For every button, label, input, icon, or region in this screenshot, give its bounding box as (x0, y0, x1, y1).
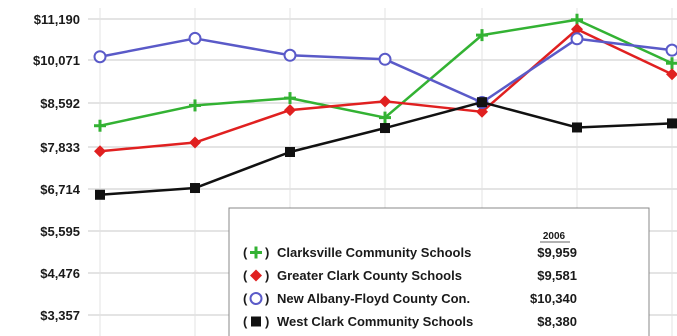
data-point (666, 68, 677, 81)
series-line (99, 37, 673, 104)
data-point (570, 32, 584, 46)
legend-value: $10,340 (530, 291, 577, 306)
data-point (284, 104, 296, 117)
legend-marker (249, 292, 263, 305)
legend-paren-open: ( (243, 268, 248, 283)
legend-value: $9,581 (537, 268, 577, 283)
legend-marker (251, 316, 261, 327)
series-3 (95, 97, 677, 200)
legend-value: $9,959 (537, 245, 577, 260)
data-point (665, 43, 677, 57)
legend-paren-close: ) (265, 268, 269, 283)
data-point (283, 48, 297, 62)
data-point (666, 57, 677, 70)
data-point (380, 123, 390, 134)
legend-box (228, 207, 650, 336)
legend-label: Clarksville Community Schools (277, 245, 471, 260)
legend-value: $8,380 (537, 314, 577, 329)
y-tick-label: $7,833 (40, 140, 80, 155)
legend-label: Greater Clark County Schools (277, 268, 462, 283)
legend-entry: () New Albany-Floyd County Con. $10,340 (243, 291, 577, 306)
legend-entry: () West Clark Community Schools $8,380 (243, 314, 577, 329)
series-1 (94, 23, 677, 158)
data-point (93, 50, 107, 64)
data-point (667, 118, 677, 129)
legend-paren-close: ) (265, 245, 269, 260)
data-point (285, 146, 295, 157)
data-point (477, 97, 487, 108)
data-point (571, 23, 583, 36)
data-point (189, 99, 201, 112)
data-point (378, 52, 392, 66)
y-tick-label: $10,071 (33, 53, 80, 68)
data-point (94, 119, 106, 132)
y-tick-label: $4,476 (40, 266, 80, 281)
legend-paren-open: ( (243, 245, 248, 260)
y-axis-tick-labels: $11,190 $10,071 $8,592 $7,833 $6,714 $5,595 $4… (33, 12, 81, 323)
series-lines (93, 13, 677, 200)
data-point (188, 31, 202, 45)
data-point (95, 189, 105, 200)
series-line (99, 18, 673, 127)
data-point (189, 136, 201, 149)
y-tick-label: $6,714 (40, 182, 81, 197)
y-tick-label: $8,592 (40, 96, 80, 111)
legend-paren-close: ) (265, 291, 269, 306)
legend-entry: () Clarksville Community Schools $9,959 (243, 245, 577, 260)
legend-paren-open: ( (243, 314, 248, 329)
legend: 2006 () Clarksville Community Schools $9,9… (228, 207, 650, 336)
legend-paren-close: ) (265, 314, 269, 329)
data-point (572, 122, 582, 133)
data-point (476, 29, 488, 42)
series-0 (94, 13, 677, 132)
legend-marker (250, 246, 262, 259)
legend-label: New Albany-Floyd County Con. (277, 291, 470, 306)
data-point (379, 95, 391, 108)
y-tick-label: $5,595 (40, 224, 80, 239)
data-point (284, 92, 296, 105)
y-tick-label: $3,357 (40, 308, 80, 323)
legend-marker (250, 269, 262, 282)
legend-label: West Clark Community Schools (277, 314, 473, 329)
legend-entry: () Greater Clark County Schools $9,581 (243, 268, 577, 283)
y-tick-label: $11,190 (34, 12, 80, 27)
data-point (379, 111, 391, 124)
data-point (94, 145, 106, 158)
data-point (190, 183, 200, 194)
legend-paren-open: ( (243, 291, 248, 306)
data-point (476, 105, 488, 118)
legend-column-header: 2006 (543, 231, 566, 242)
